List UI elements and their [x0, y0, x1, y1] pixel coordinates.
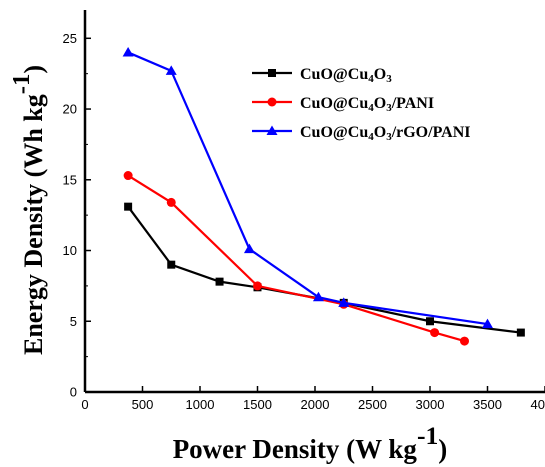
legend-label-part: 3 — [386, 73, 392, 85]
data-series — [122, 46, 525, 346]
legend-label-part: CuO@Cu — [300, 124, 368, 141]
y-tick-label: 10 — [63, 243, 77, 258]
data-point-square — [426, 317, 434, 326]
x-tick-label: 0 — [81, 397, 88, 412]
data-point-triangle — [338, 297, 350, 307]
data-point-circle — [430, 328, 440, 338]
legend-label-part: /rGO/PANI — [391, 124, 471, 141]
data-point-square — [268, 69, 276, 77]
data-point-square — [516, 328, 525, 337]
data-point-circle — [253, 281, 262, 291]
legend-label-part: /PANI — [391, 95, 434, 112]
x-axis-title: Power Density (W kg-1) — [173, 421, 448, 465]
data-point-circle — [123, 171, 133, 181]
y-tick-label: 20 — [63, 102, 77, 117]
x-tick-label: 1500 — [243, 397, 272, 412]
y-axis-title: Energy Density (Wh kg-1) — [8, 65, 49, 355]
x-tick-label: 3500 — [473, 397, 502, 412]
legend-label-part: O — [374, 95, 386, 112]
legend-label-part: 3 — [386, 131, 392, 143]
series-line — [127, 206, 521, 334]
legend-label-part: O — [374, 66, 386, 83]
x-tick-label: 2500 — [358, 397, 387, 412]
legend-label-part: CuO@Cu — [300, 95, 368, 112]
x-tick-label: 1000 — [186, 397, 215, 412]
legend-label: CuO@Cu4O3/rGO/PANI — [300, 124, 471, 143]
legend-label-part: 3 — [386, 102, 392, 114]
x-tick-label: 4000 — [531, 397, 545, 412]
legend-label: CuO@Cu4O3 — [300, 66, 392, 85]
series-group — [124, 202, 525, 337]
data-point-triangle — [266, 125, 278, 135]
legend-label: CuO@Cu4O3/PANI — [300, 95, 434, 114]
legend-label-part: 4 — [368, 131, 374, 143]
data-point-circle — [166, 197, 176, 207]
y-tick-label: 0 — [70, 385, 77, 400]
legend-label-part: O — [374, 124, 386, 141]
y-tick-label: 15 — [63, 172, 77, 187]
y-tick-label: 25 — [63, 31, 77, 46]
data-point-circle — [267, 97, 277, 107]
data-point-triangle — [482, 318, 493, 329]
legend-label-part: CuO@Cu — [300, 66, 368, 83]
legend: CuO@Cu4O3CuO@Cu4O3/PANICuO@Cu4O3/rGO/PAN… — [252, 66, 471, 143]
series-line — [127, 174, 465, 343]
data-point-triangle — [165, 65, 177, 75]
data-point-square — [124, 202, 133, 211]
axis-ticks: 0 500 1000 1500 2000 2500 3000 3500 4000 0 5 10 15 20… — [63, 31, 545, 412]
x-tick-label: 3000 — [416, 397, 445, 412]
axis-titles: Power Density (W kg-1) Energy Density (Wh… — [8, 65, 448, 464]
series-group — [122, 46, 493, 329]
x-tick-label: 500 — [132, 397, 154, 412]
legend-label-part: 4 — [368, 102, 374, 114]
data-point-square — [167, 260, 176, 269]
x-tick-label: 2000 — [301, 397, 330, 412]
data-point-triangle — [122, 46, 134, 57]
legend-label-part: 4 — [368, 73, 374, 85]
series-line — [127, 51, 488, 326]
data-point-triangle — [312, 291, 324, 302]
y-tick-label: 5 — [70, 314, 77, 329]
data-point-circle — [460, 336, 469, 346]
data-point-square — [215, 277, 224, 286]
data-point-triangle — [243, 243, 255, 254]
